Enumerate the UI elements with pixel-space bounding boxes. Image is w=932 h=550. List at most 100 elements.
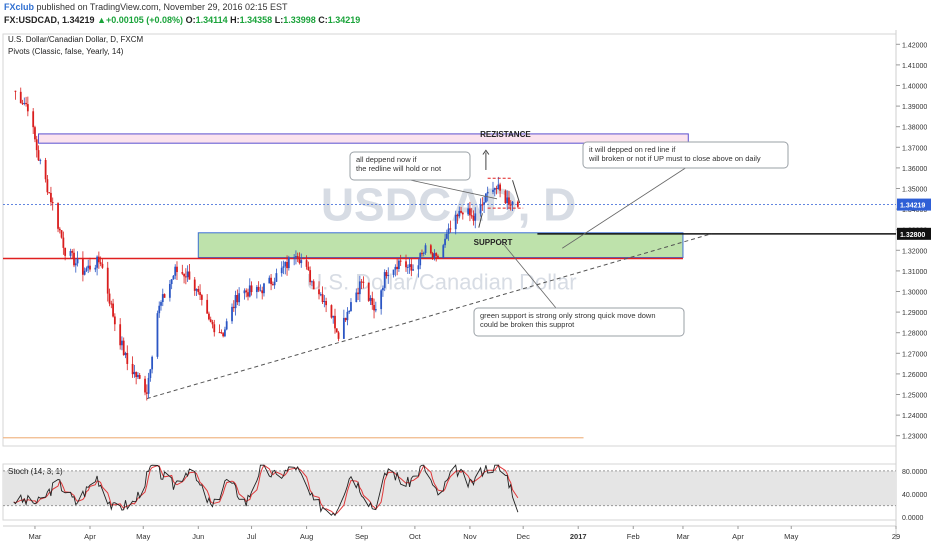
candle-body [481, 204, 484, 206]
indicator-label: Pivots (Classic, false, Yearly, 14) [8, 47, 124, 56]
y-tick-label: 1.27000 [902, 351, 927, 358]
candle-body [284, 261, 287, 267]
candle-body [369, 297, 372, 301]
candle-body [174, 266, 177, 276]
candle-body [472, 215, 475, 221]
candle-body [392, 269, 395, 275]
candle-body [282, 266, 285, 268]
callout-redline-box [349, 151, 471, 181]
callout-depends-text: it will depped on red line if [589, 145, 676, 154]
candle-body [259, 290, 262, 292]
candle-body [286, 261, 288, 269]
candle-body [419, 253, 422, 266]
support-label: SUPPORT [474, 238, 513, 247]
x-tick-label: Dec [517, 532, 531, 541]
low-label: L: [274, 15, 284, 25]
candle-body [172, 275, 175, 280]
candle-body [97, 256, 100, 263]
candle-body [346, 311, 349, 321]
candle-body [168, 284, 171, 298]
candle-body [44, 160, 47, 180]
candle-body [112, 303, 114, 317]
candle-body [211, 321, 214, 325]
candle-body [64, 247, 67, 256]
candle-body [344, 317, 347, 321]
candle-body [483, 202, 486, 205]
candle-body [405, 261, 407, 268]
symbol-label[interactable]: FX:USDCAD, [4, 15, 60, 25]
candle-body [410, 264, 413, 271]
candle-body [176, 266, 178, 273]
candle-body [360, 281, 363, 283]
candle-body [508, 197, 510, 205]
candle-body [516, 201, 519, 207]
high-label: H: [230, 15, 240, 25]
candle-body [460, 210, 462, 213]
candle-body [330, 305, 333, 318]
y-tick-label: 1.26000 [902, 372, 927, 379]
callout-support-box [473, 307, 685, 337]
candle-body [193, 279, 196, 291]
candle-body [222, 333, 225, 337]
callout-redline-text: all deppend now if [356, 155, 417, 164]
candle-body [431, 253, 434, 258]
candle-body [332, 315, 335, 318]
candle-body [275, 273, 278, 282]
candle-body [232, 306, 235, 309]
candle-body [300, 260, 303, 264]
candle-body [62, 237, 65, 248]
candle-body [35, 139, 38, 151]
candle-body [437, 255, 439, 258]
chart-area[interactable]: 1.42000 1.41000 1.40000 1.39000 1.38000 1.370… [0, 30, 932, 550]
candle-body [147, 377, 150, 394]
y-tick-label: 1.39000 [902, 104, 927, 111]
candle-body [408, 264, 411, 267]
candle-body [181, 272, 184, 274]
candle-body [60, 230, 63, 238]
candle-body [383, 272, 386, 288]
candle-body [387, 274, 390, 277]
x-tick-label: 2017 [570, 532, 587, 541]
candle-body [57, 203, 59, 229]
y-tick-label: 1.25000 [902, 393, 927, 400]
candle-body [247, 292, 249, 297]
stoch-tick-label: 80.0000 [902, 469, 927, 476]
candle-body [334, 315, 336, 329]
candle-body [158, 305, 161, 314]
candle-body [280, 267, 283, 274]
candle-body [94, 267, 97, 270]
candle-body [133, 372, 136, 375]
open-label: O: [185, 15, 196, 25]
x-tick-label: Mar [676, 532, 689, 541]
candle-body [358, 281, 361, 295]
candle-body [76, 259, 79, 264]
candle-body [106, 267, 109, 294]
candle-body [87, 265, 90, 269]
candle-body [170, 279, 173, 285]
candle-body [46, 179, 49, 193]
candle-body [110, 303, 113, 305]
level-tag-label: 1.32800 [900, 232, 925, 239]
candle-body [195, 288, 198, 291]
candle-body [50, 192, 52, 203]
stoch-label: Stoch (14, 3, 1) [8, 467, 63, 476]
candle-body [319, 294, 322, 296]
callout-redline-text: the redline will hold or not [356, 164, 442, 173]
candle-body [467, 208, 470, 215]
publisher-name[interactable]: FXclub [4, 2, 35, 12]
candle-body [348, 311, 351, 313]
candle-body [138, 375, 141, 379]
x-tick-label: Sep [355, 532, 368, 541]
last-price-tag [897, 198, 931, 211]
candle-body [34, 127, 36, 140]
x-tick-label: Mar [28, 532, 41, 541]
candle-body [261, 290, 264, 294]
candle-body [32, 111, 35, 128]
candle-body [298, 258, 301, 264]
candle-body [135, 372, 138, 377]
y-tick-label: 1.30000 [902, 290, 927, 297]
candle-body [250, 285, 253, 293]
candle-body [325, 301, 328, 306]
candle-body [145, 392, 148, 394]
candle-body [243, 290, 246, 294]
